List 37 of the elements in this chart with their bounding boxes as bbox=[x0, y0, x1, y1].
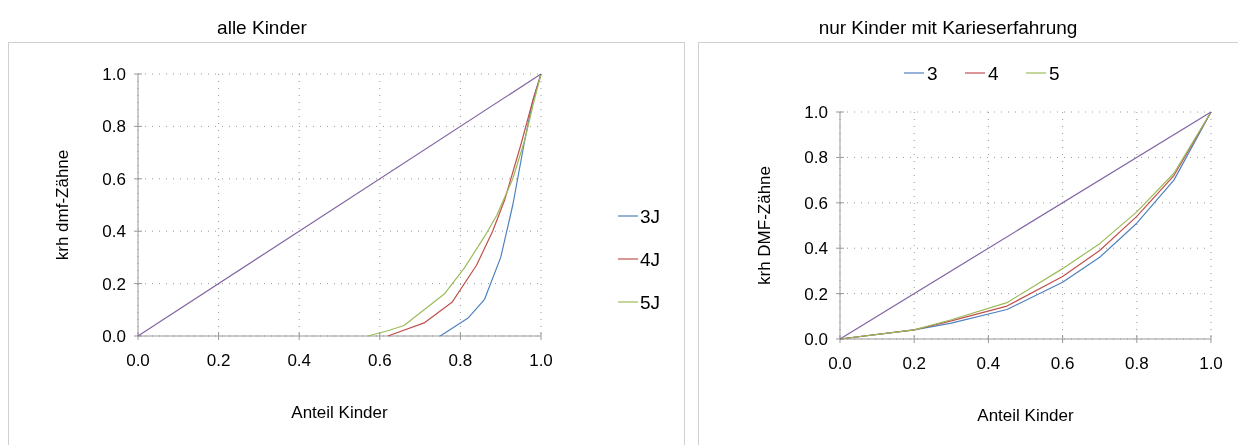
chart-title: alle Kinder bbox=[217, 17, 308, 38]
y-tick-label: 1.0 bbox=[804, 102, 828, 122]
y-tick-label: 0.4 bbox=[102, 222, 126, 242]
x-tick-label: 1.0 bbox=[529, 351, 553, 370]
y-tick-label: 1.0 bbox=[102, 64, 126, 84]
y-tick-label: 0.4 bbox=[804, 239, 828, 259]
x-tick-label: 0.0 bbox=[126, 351, 150, 370]
x-tick-label: 0.8 bbox=[448, 351, 473, 370]
legend-label: 5 bbox=[1049, 62, 1060, 84]
y-tick-label: 0.0 bbox=[804, 329, 828, 349]
x-tick-label: 0.4 bbox=[287, 351, 312, 370]
y-tick-label: 0.8 bbox=[102, 117, 126, 137]
x-tick-label: 0.6 bbox=[367, 351, 392, 370]
x-axis-title: Anteil Kinder bbox=[977, 406, 1075, 425]
legend-label: 3J bbox=[640, 205, 661, 227]
x-tick-label: 0.0 bbox=[828, 354, 852, 373]
y-tick-label: 0.0 bbox=[102, 326, 126, 346]
legend-label: 4J bbox=[640, 248, 661, 270]
line-series bbox=[839, 111, 1212, 340]
x-axis-title: Anteil Kinder bbox=[291, 403, 389, 422]
x-tick-label: 1.0 bbox=[1199, 354, 1223, 373]
legend-label: 4 bbox=[988, 62, 999, 84]
y-axis-title: krh DMF-Zähne bbox=[755, 165, 774, 286]
y-tick-label: 0.6 bbox=[804, 193, 828, 213]
x-tick-label: 0.6 bbox=[1050, 354, 1075, 373]
y-tick-label: 0.2 bbox=[804, 284, 828, 304]
x-tick-label: 0.8 bbox=[1124, 354, 1149, 373]
y-tick-label: 0.8 bbox=[804, 148, 828, 168]
legend-label: 3 bbox=[927, 62, 938, 84]
y-tick-label: 0.6 bbox=[102, 169, 126, 189]
chart-title: nur Kinder mit Karieserfahrung bbox=[818, 17, 1078, 38]
legend-label: 5J bbox=[640, 291, 661, 313]
y-axis-title: krh dmf-Zähne bbox=[53, 149, 72, 261]
x-tick-label: 0.4 bbox=[976, 354, 1001, 373]
x-tick-label: 0.2 bbox=[902, 354, 927, 373]
y-tick-label: 0.2 bbox=[102, 274, 126, 294]
x-tick-label: 0.2 bbox=[206, 351, 231, 370]
